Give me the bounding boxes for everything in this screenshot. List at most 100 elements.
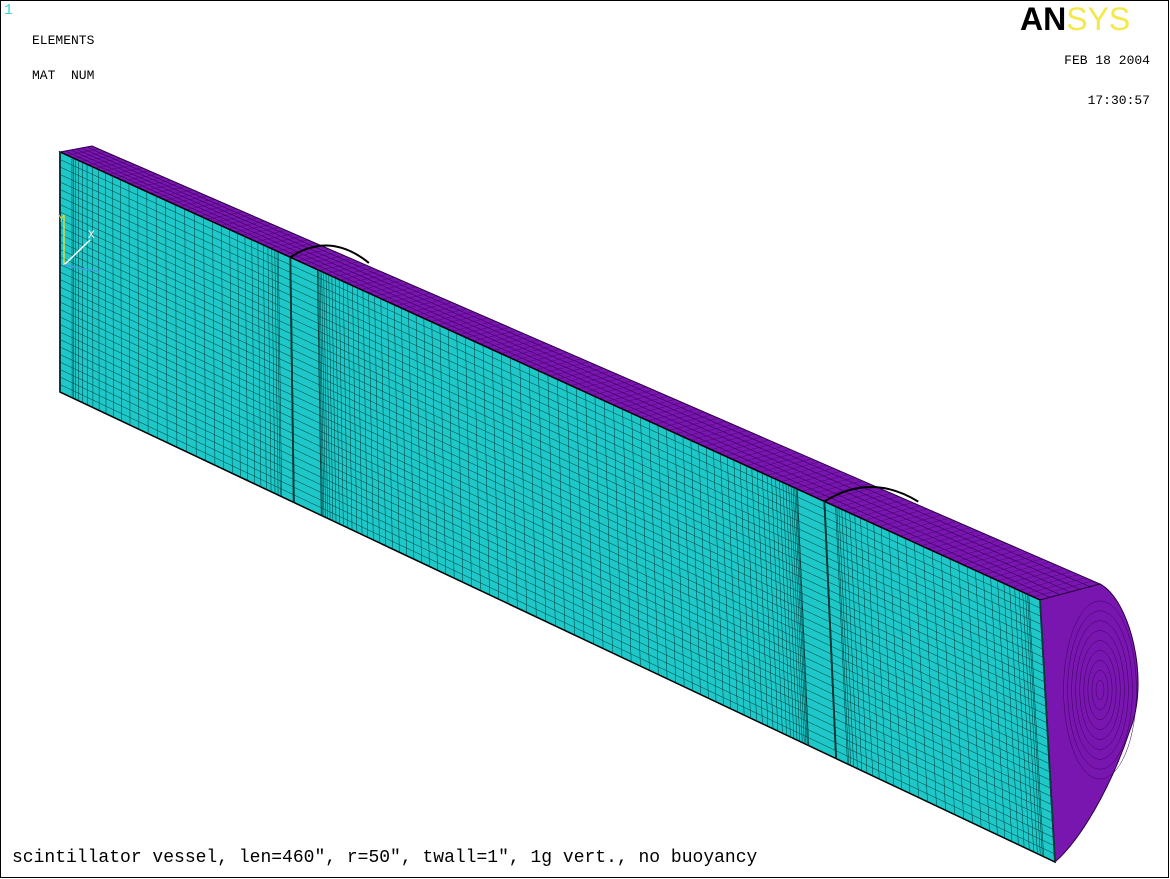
mesh-line	[829, 489, 885, 505]
mesh-line	[59, 316, 1051, 781]
mesh-line	[556, 367, 604, 380]
mesh-line	[59, 369, 1054, 838]
mesh-line	[108, 167, 143, 175]
mesh-line	[654, 411, 705, 425]
mesh-line	[150, 186, 186, 194]
mesh-line	[199, 208, 237, 217]
mesh-line	[458, 324, 503, 335]
mesh-line	[178, 198, 215, 207]
mesh-line	[1025, 577, 1086, 594]
mesh-line	[143, 183, 179, 191]
triad-label: X	[88, 230, 95, 242]
support-ring	[823, 486, 919, 503]
mesh-line	[815, 483, 870, 498]
mesh-line	[59, 219, 1045, 674]
mesh-line	[710, 436, 762, 450]
mesh-line	[276, 242, 316, 252]
plot-label: MAT NUM	[32, 68, 94, 83]
mesh-line	[59, 264, 1048, 724]
triad-axis	[63, 264, 101, 273]
plot-label: ELEMENTS	[32, 33, 95, 48]
mesh-line	[675, 421, 726, 434]
mesh-line	[374, 286, 417, 297]
mesh-line	[115, 170, 150, 178]
mesh-line	[731, 446, 784, 460]
mesh-line	[598, 386, 647, 399]
mesh-line	[136, 180, 172, 188]
mesh-line	[612, 392, 661, 405]
mesh-line	[59, 294, 1050, 756]
mesh-line	[311, 258, 352, 268]
mesh-line	[1075, 630, 1125, 750]
mesh-line	[514, 349, 561, 361]
mesh-line	[409, 302, 453, 313]
mesh-line	[59, 145, 93, 153]
mesh-line	[59, 309, 1050, 773]
mesh-line	[1032, 580, 1093, 597]
mesh-line	[948, 543, 1007, 559]
mesh-line	[584, 380, 633, 393]
mesh-line	[521, 352, 568, 364]
mesh-line	[59, 226, 1045, 683]
mesh-line	[164, 192, 201, 201]
mesh-line	[206, 211, 244, 220]
mesh-line	[871, 508, 928, 524]
mesh-line	[423, 308, 467, 319]
mesh-line	[227, 220, 265, 229]
date: FEB 18 2004	[1064, 53, 1150, 68]
mesh-line	[430, 311, 474, 322]
mesh-line	[549, 364, 597, 377]
mesh-line	[325, 264, 366, 274]
mesh-line	[983, 558, 1043, 575]
mesh-line	[661, 414, 712, 428]
mesh-line	[920, 530, 978, 546]
mesh-line	[332, 267, 373, 277]
triad-label: Y	[58, 214, 65, 226]
mesh-line	[479, 333, 525, 345]
mesh-line	[766, 461, 820, 476]
mesh-line	[59, 354, 1053, 822]
mesh-line	[787, 471, 841, 485]
mesh-line	[997, 565, 1057, 581]
mesh-line	[171, 195, 208, 204]
mesh-line	[500, 342, 546, 354]
logo-part: SYS	[1066, 1, 1130, 37]
mesh-line	[836, 493, 892, 508]
mesh-line	[255, 233, 294, 242]
mesh-line	[437, 314, 481, 325]
mesh-line	[94, 161, 129, 169]
mesh-line	[59, 271, 1048, 732]
mesh-line	[570, 374, 618, 386]
mesh-line	[486, 336, 532, 348]
mesh-line	[962, 549, 1021, 565]
mesh-line	[290, 249, 330, 258]
mesh-line	[339, 270, 381, 281]
mesh-line	[59, 376, 1055, 846]
mesh-line	[59, 159, 1041, 609]
mesh-line	[59, 196, 1043, 650]
mesh-line	[1018, 574, 1079, 591]
mesh-line	[934, 536, 993, 553]
mesh-line	[59, 384, 1055, 855]
mesh-line	[850, 499, 906, 514]
mesh-line	[703, 433, 755, 447]
mesh-line	[696, 430, 748, 444]
mesh-line	[633, 402, 683, 415]
mesh-line	[1004, 568, 1065, 585]
mesh-line	[248, 230, 287, 239]
mesh-line	[388, 292, 431, 303]
mesh-line	[59, 211, 1044, 666]
mesh-line	[59, 174, 1042, 625]
mesh-line	[59, 249, 1047, 707]
mesh-line	[381, 289, 424, 300]
mesh-line	[773, 464, 827, 479]
mesh-line	[542, 361, 589, 373]
mesh-line	[563, 371, 611, 383]
mesh-line	[752, 455, 805, 469]
time: 17:30:57	[1088, 93, 1150, 108]
mesh-line	[808, 480, 863, 495]
mesh-line	[59, 189, 1043, 642]
mesh-line	[59, 346, 1053, 814]
